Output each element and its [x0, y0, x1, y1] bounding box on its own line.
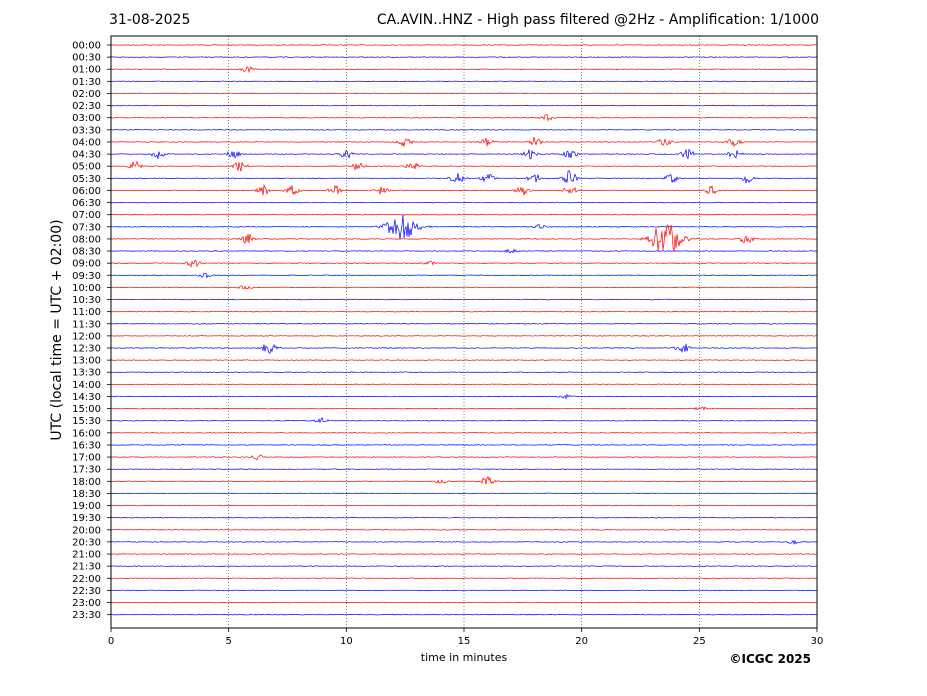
y-tick-label: 05:00 [72, 162, 101, 173]
y-tick-label: 18:30 [72, 489, 101, 500]
trace-2230 [110, 589, 818, 592]
x-axis-label: time in minutes [420, 651, 508, 664]
trace-1930 [110, 516, 818, 519]
trace-1230 [110, 343, 818, 354]
y-tick-label: 19:00 [72, 501, 101, 512]
trace-0700 [110, 213, 818, 216]
date-label: 31-08-2025 [109, 12, 191, 28]
y-tick-label: 21:00 [72, 550, 101, 561]
trace-1500 [110, 406, 818, 411]
y-tick-label: 02:00 [72, 89, 101, 100]
y-tick-label: 17:30 [72, 465, 101, 476]
x-tick-label: 30 [811, 636, 824, 647]
y-tick-label: 23:30 [72, 610, 101, 621]
x-tick-label: 20 [575, 636, 588, 647]
y-tick-label: 22:00 [72, 574, 101, 585]
trace-1130 [110, 323, 818, 325]
y-tick-label: 13:00 [72, 356, 101, 367]
y-tick-label: 00:30 [72, 53, 101, 64]
y-tick-label: 10:00 [72, 283, 101, 294]
trace-2130 [110, 565, 818, 568]
y-tick-label: 08:30 [72, 247, 101, 258]
y-tick-label: 12:30 [72, 344, 101, 355]
y-tick-label: 11:30 [72, 319, 101, 330]
trace-0800 [110, 224, 817, 252]
trace-0630 [110, 201, 818, 204]
y-tick-label: 07:00 [72, 210, 101, 221]
y-tick-label: 03:00 [72, 113, 101, 124]
trace-2100 [110, 553, 818, 555]
y-tick-label: 16:00 [72, 428, 101, 439]
y-tick-label: 01:00 [72, 65, 101, 76]
y-tick-label: 20:00 [72, 525, 101, 536]
trace-0900 [110, 260, 818, 268]
y-tick-label: 09:30 [72, 271, 101, 282]
plot-frame [110, 35, 818, 629]
y-tick-label: 21:30 [72, 562, 101, 573]
y-tick-label: 18:00 [72, 477, 101, 488]
y-tick-label: 00:00 [72, 41, 101, 52]
y-tick-label: 22:30 [72, 586, 101, 597]
trace-0000 [110, 44, 818, 46]
trace-1830 [110, 492, 818, 495]
trace-0930 [110, 272, 818, 279]
y-tick-label: 03:30 [72, 125, 101, 136]
trace-2000 [110, 529, 818, 531]
y-tick-label: 15:30 [72, 416, 101, 427]
trace-0500 [110, 160, 818, 172]
trace-0830 [110, 248, 818, 254]
y-tick-label: 05:30 [72, 174, 101, 185]
y-tick-label: 06:00 [72, 186, 101, 197]
y-tick-label: 17:00 [72, 453, 101, 464]
y-tick-label: 04:00 [72, 137, 101, 148]
y-tick-label: 01:30 [72, 77, 101, 88]
trace-1000 [110, 285, 818, 290]
trace-2200 [110, 577, 818, 580]
x-tick-label: 5 [225, 636, 231, 647]
y-tick-label: 23:00 [72, 598, 101, 609]
y-tick-label: 04:30 [72, 150, 101, 161]
y-tick-label: 08:00 [72, 234, 101, 245]
trace-1100 [110, 310, 818, 313]
y-tick-label: 13:30 [72, 368, 101, 379]
copyright-label: ©ICGC 2025 [729, 652, 811, 666]
y-tick-label: 09:00 [72, 259, 101, 270]
y-tick-label: 10:30 [72, 295, 101, 306]
trace-1300 [110, 359, 818, 361]
y-tick-label: 16:30 [72, 440, 101, 451]
y-tick-label: 12:00 [72, 331, 101, 342]
y-tick-label: 20:30 [72, 537, 101, 548]
y-tick-label: 14:30 [72, 392, 101, 403]
chart-title: CA.AVIN..HNZ - High pass filtered @2Hz -… [376, 12, 819, 28]
x-tick-label: 0 [108, 636, 114, 647]
x-tick-label: 10 [340, 636, 353, 647]
y-tick-label: 02:30 [72, 101, 101, 112]
y-tick-label: 19:30 [72, 513, 101, 524]
trace-0530 [110, 170, 818, 184]
trace-2300 [110, 601, 818, 604]
y-tick-label: 15:00 [72, 404, 101, 415]
y-tick-label: 06:30 [72, 198, 101, 209]
trace-2330 [110, 613, 818, 616]
trace-1030 [110, 298, 818, 301]
x-tick-label: 25 [693, 636, 706, 647]
y-tick-label: 07:30 [72, 222, 101, 233]
trace-1900 [110, 504, 818, 507]
trace-0600 [110, 183, 818, 196]
trace-0730 [110, 214, 818, 239]
trace-2030 [110, 539, 818, 546]
y-tick-label: 14:00 [72, 380, 101, 391]
y-tick-label: 11:00 [72, 307, 101, 318]
x-tick-label: 15 [458, 636, 471, 647]
